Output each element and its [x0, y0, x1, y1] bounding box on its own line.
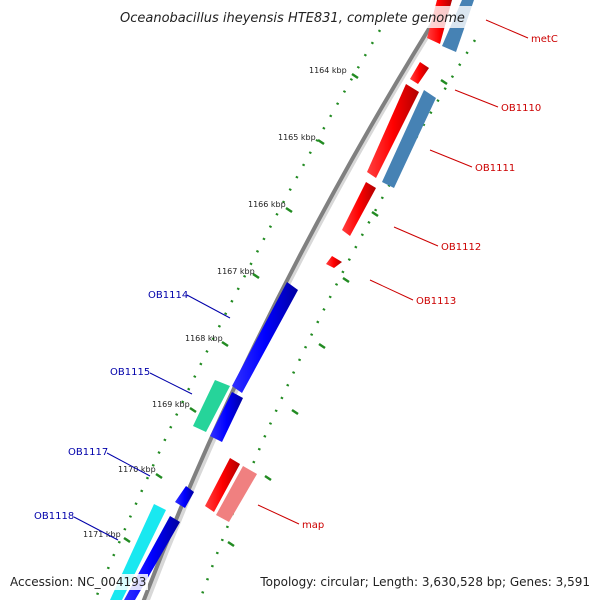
reverse-cds-track — [205, 0, 452, 512]
topology-label: Topology: circular; Length: 3,630,528 bp… — [258, 574, 592, 590]
tick-track-right — [198, 39, 477, 600]
blast-reverse-track — [216, 0, 474, 522]
kbp-label-1169: 1169 kbp — [152, 400, 190, 409]
forward-leader-lines — [73, 294, 231, 541]
gene-label-metC[interactable]: metC — [531, 34, 558, 45]
kbp-tick-labels: 1164 kbp 1165 kbp 1166 kbp 1167 kbp 1168… — [83, 66, 347, 539]
gene-label-map[interactable]: map — [302, 520, 324, 531]
kbp-label-1168: 1168 kbp — [185, 334, 223, 343]
cds-OB1110-small[interactable] — [410, 62, 429, 84]
cds-OB1114[interactable] — [232, 282, 298, 393]
reverse-leader-lines — [257, 19, 529, 525]
cds-map[interactable] — [205, 458, 240, 512]
gene-label-OB1110[interactable]: OB1110 — [501, 103, 541, 114]
blast-steelblue-2 — [382, 90, 436, 188]
cds-OB1117[interactable] — [175, 486, 194, 508]
gene-label-OB1117[interactable]: OB1117 — [68, 447, 108, 458]
title-backdrop — [118, 6, 480, 28]
gene-label-OB1114[interactable]: OB1114 — [148, 290, 188, 301]
reverse-gene-labels: metC OB1110 OB1111 OB1112 OB1113 map — [302, 34, 558, 531]
gene-label-OB1111[interactable]: OB1111 — [475, 163, 515, 174]
gene-label-OB1115[interactable]: OB1115 — [110, 367, 150, 378]
accession-label: Accession: NC_004193 — [8, 574, 149, 590]
kbp-label-1171: 1171 kbp — [83, 530, 121, 539]
gene-label-OB1113[interactable]: OB1113 — [416, 296, 456, 307]
gene-label-OB1118[interactable]: OB1118 — [34, 511, 74, 522]
backbone — [141, 0, 450, 600]
blast-green — [193, 380, 230, 432]
tick-track-left — [93, 29, 382, 600]
cds-OB1115[interactable] — [210, 392, 243, 442]
cds-OB1113[interactable] — [326, 256, 342, 268]
kbp-label-1167: 1167 kbp — [217, 267, 255, 276]
map-title: Oceanobacillus iheyensis HTE831, complet… — [120, 11, 465, 26]
kbp-label-1166: 1166 kbp — [248, 200, 286, 209]
blast-pink — [216, 466, 257, 522]
gene-label-OB1112[interactable]: OB1112 — [441, 242, 481, 253]
forward-gene-labels: OB1114 OB1115 OB1117 OB1118 — [34, 290, 188, 522]
cds-OB1111[interactable] — [367, 84, 419, 178]
kbp-label-1165: 1165 kbp — [278, 133, 316, 142]
kbp-label-1164: 1164 kbp — [309, 66, 347, 75]
cds-OB1112[interactable] — [342, 182, 376, 236]
